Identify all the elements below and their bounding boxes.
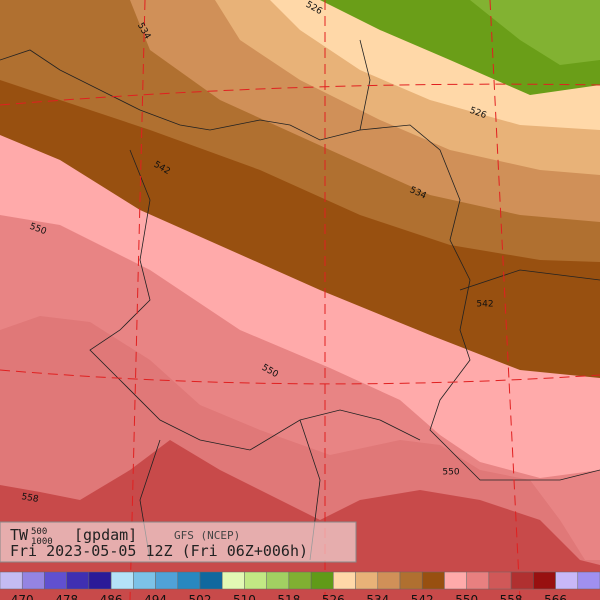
- colorbar-box: [421, 571, 445, 590]
- colorbar-label: 526: [322, 593, 345, 600]
- colorbar-box: [44, 571, 67, 590]
- colorbar-label: 542: [411, 593, 434, 600]
- contour-label: 550: [442, 468, 459, 478]
- colorbar-box: [466, 571, 490, 590]
- colorbar-box: [177, 571, 201, 590]
- colorbar-box: [133, 571, 156, 590]
- colorbar-box: [88, 571, 112, 590]
- header-box: [0, 521, 357, 563]
- colorbar-box: [333, 571, 356, 590]
- colorbar-box: [555, 571, 579, 590]
- colorbar-box: [533, 571, 556, 590]
- colorbar-label: 558: [500, 593, 523, 600]
- unit: [gpdam]: [74, 526, 137, 544]
- colorbar-box: [221, 571, 245, 590]
- colorbar-label: 566: [544, 593, 567, 600]
- colorbar-box: [244, 571, 267, 590]
- colorbar-box: [488, 571, 512, 590]
- contour-label: 542: [476, 300, 493, 310]
- colorbar-label: 486: [100, 593, 123, 600]
- colorbar-box: [0, 571, 23, 590]
- colorbar-label: 534: [366, 593, 389, 600]
- colorbar-box: [577, 571, 600, 590]
- colorbar-box: [21, 571, 45, 590]
- colorbar-box: [377, 571, 401, 590]
- colorbar-box: [266, 571, 290, 590]
- valid-time: Fri 2023-05-05 12Z (Fri 06Z+006h): [10, 542, 308, 560]
- model: GFS (NCEP): [174, 529, 240, 542]
- colorbar-box: [355, 571, 379, 590]
- colorbar-label: 470: [11, 593, 34, 600]
- colorbar: 470 478 486 494 502 510 518 526 534 542 550 558 566: [0, 571, 600, 600]
- colorbar-box: [66, 571, 90, 590]
- colorbar-box: [155, 571, 179, 590]
- colorbar-box: [444, 571, 467, 590]
- subscript: 1000: [31, 537, 53, 547]
- colorbar-label: 494: [144, 593, 167, 600]
- colorbar-box: [110, 571, 134, 590]
- colorbar-box: [288, 571, 312, 590]
- colorbar-label: 550: [455, 593, 478, 600]
- colorbar-label: 502: [189, 593, 212, 600]
- colorbar-label: 478: [55, 593, 78, 600]
- contour-label: 558: [21, 492, 40, 505]
- colorbar-box: [310, 571, 334, 590]
- colorbar-box: [399, 571, 423, 590]
- colorbar-box: [510, 571, 534, 590]
- band-518: [470, 0, 600, 65]
- colorbar-label: 518: [277, 593, 300, 600]
- colorbar-label: 510: [233, 593, 256, 600]
- colorbar-box: [199, 571, 223, 590]
- superscript: 500: [31, 527, 47, 537]
- title: TW: [10, 526, 29, 544]
